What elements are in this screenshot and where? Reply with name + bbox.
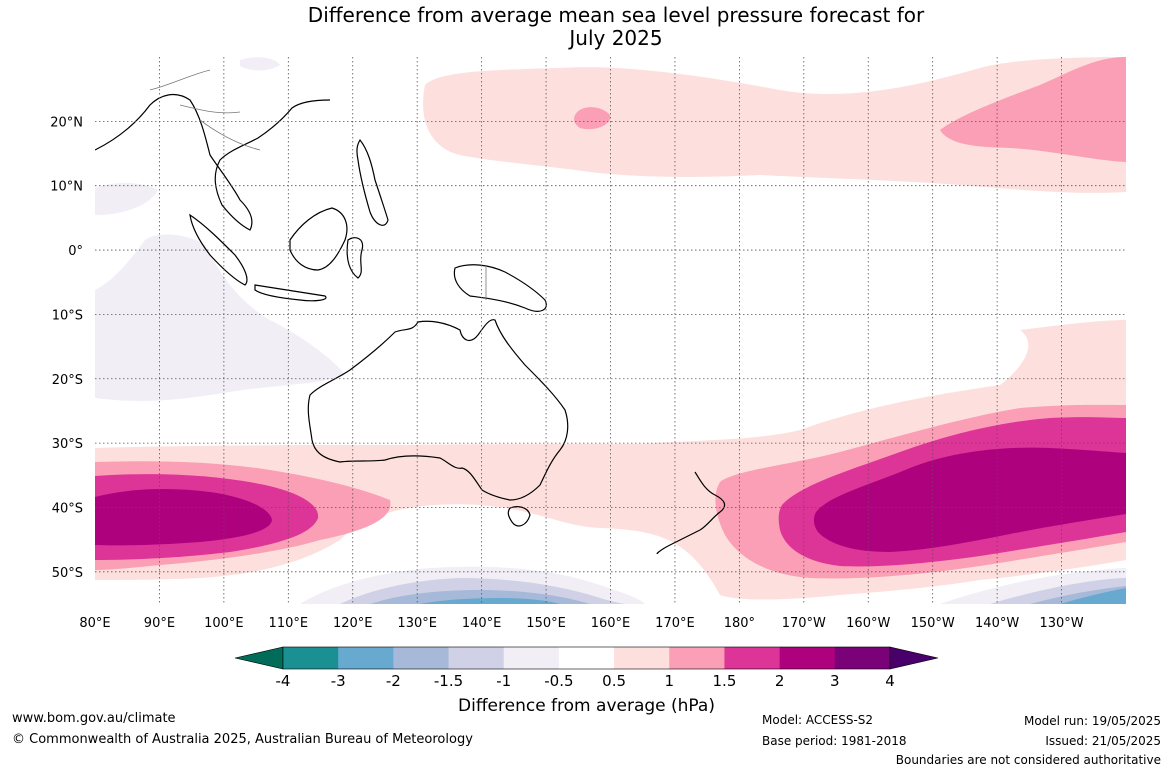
contour-pos-1-north-mid (574, 107, 611, 130)
x-tick-label: 150°W (911, 616, 955, 631)
new-zealand-north-coastline (694, 471, 726, 531)
sumatra-coastline (189, 213, 248, 286)
title-line-1: Difference from average mean sea level p… (307, 3, 925, 27)
java-coastline (254, 284, 327, 302)
colorbar: -4 -3 -2 -1.5 -1 -0.5 0.5 1 1.5 2 3 4 (234, 646, 939, 690)
colorbar-tick-label: 0.5 (602, 672, 626, 690)
australia-coastline (307, 319, 569, 501)
x-tick-label: 150°E (526, 616, 566, 631)
gridlines (95, 57, 1126, 604)
colorbar-border (282, 646, 891, 670)
border-lines (149, 69, 487, 300)
model-text: Model: ACCESS-S2 (762, 713, 874, 727)
copyright-text: © Commonwealth of Australia 2025, Austra… (12, 732, 473, 747)
x-tick-label: 140°E (462, 616, 502, 631)
colorbar-swatch (558, 647, 615, 669)
contour-neg-2-south (420, 598, 560, 604)
tasmania-coastline (507, 506, 531, 527)
colorbar-label: Difference from average (hPa) (458, 696, 715, 716)
colorbar-tick-label: 3 (830, 672, 840, 690)
coastlines (95, 93, 726, 555)
x-tick-label: 140°W (975, 616, 1019, 631)
contour-neg-0.5-top (240, 57, 280, 71)
colorbar-swatch (283, 647, 339, 669)
x-tick-label: 80°E (79, 616, 110, 631)
colorbar-swatch (503, 647, 560, 669)
contour-neg-0.5-nw (95, 183, 158, 215)
contour-pos-1-north-east (940, 57, 1126, 162)
y-tick-label: 20°N (50, 115, 83, 130)
new-zealand-south-coastline (656, 529, 701, 555)
contour-neg-0.5-west (95, 234, 345, 401)
x-tick-label: 170°W (782, 616, 826, 631)
philippines-coastline (356, 138, 389, 226)
y-tick-label: 10°S (52, 308, 83, 323)
x-axis-labels: 80°E 90°E 100°E 110°E 120°E 130°E 140°E 150°E 16… (79, 616, 1083, 631)
disclaimer-text: Boundaries are not considered authoritat… (895, 753, 1161, 767)
colorbar-tick-label: 2 (775, 672, 785, 690)
base-period-text: Base period: 1981-2018 (762, 734, 907, 748)
y-tick-label: 20°S (52, 373, 83, 388)
y-tick-label: 30°S (52, 437, 83, 452)
colorbar-swatch (669, 647, 725, 669)
x-tick-label: 160°E (591, 616, 631, 631)
x-tick-label: 100°E (204, 616, 244, 631)
y-axis-labels: 20°N 10°N 0° 10°S 20°S 30°S 40°S 50°S (50, 115, 83, 580)
contour-neg-2-south-east (1060, 588, 1126, 604)
new-guinea-coastline (453, 264, 547, 312)
sulawesi-coastline (346, 237, 364, 279)
colorbar-tick-label: -2 (386, 672, 401, 690)
website-link[interactable]: www.bom.gov.au/climate (12, 711, 176, 726)
x-tick-label: 110°E (269, 616, 309, 631)
colorbar-swatch (779, 647, 836, 669)
colorbar-under-extend (234, 646, 284, 670)
model-run-text: Model run: 19/05/2025 (1023, 714, 1161, 728)
x-tick-label: 170°E (655, 616, 695, 631)
x-tick-label: 180° (724, 616, 755, 631)
contour-pos-2-south-west (95, 489, 272, 546)
colorbar-tick-label: -4 (276, 672, 291, 690)
colorbar-swatch (834, 647, 891, 669)
colorbar-over-extend (889, 646, 939, 670)
contour-pos-0.5-north (423, 57, 1126, 193)
colorbar-swatch (614, 647, 670, 669)
colorbar-swatch (448, 647, 505, 669)
colorbar-tick-label: 1 (664, 672, 674, 690)
chart-title: Difference from average mean sea level p… (0, 4, 1173, 50)
x-tick-label: 120°E (333, 616, 373, 631)
x-tick-label: 130°E (397, 616, 437, 631)
x-tick-label: 160°W (846, 616, 890, 631)
title-line-2: July 2025 (569, 26, 663, 50)
borders (149, 69, 487, 300)
asia-mainland-coastline (95, 93, 331, 231)
x-tick-label: 130°W (1039, 616, 1083, 631)
colorbar-tick-label: 1.5 (713, 672, 737, 690)
issued-text: Issued: 21/05/2025 (1045, 734, 1161, 748)
y-tick-label: 10°N (50, 180, 83, 195)
y-tick-label: 50°S (52, 566, 83, 581)
x-tick-label: 90°E (144, 616, 175, 631)
contour-pos-2-south-east (813, 447, 1126, 552)
colorbar-swatch (724, 647, 781, 669)
y-tick-label: 40°S (52, 501, 83, 516)
y-tick-label: 0° (68, 244, 83, 259)
colorbar-tick-label: -1.5 (434, 672, 463, 690)
colorbar-swatch (338, 647, 394, 669)
colorbar-tick-label: -1 (496, 672, 511, 690)
borneo-coastline (289, 207, 348, 271)
colorbar-tick-label: -0.5 (544, 672, 573, 690)
colorbar-tick-label: 4 (885, 672, 895, 690)
colorbar-tick-label: -3 (331, 672, 346, 690)
colorbar-swatch (393, 647, 450, 669)
